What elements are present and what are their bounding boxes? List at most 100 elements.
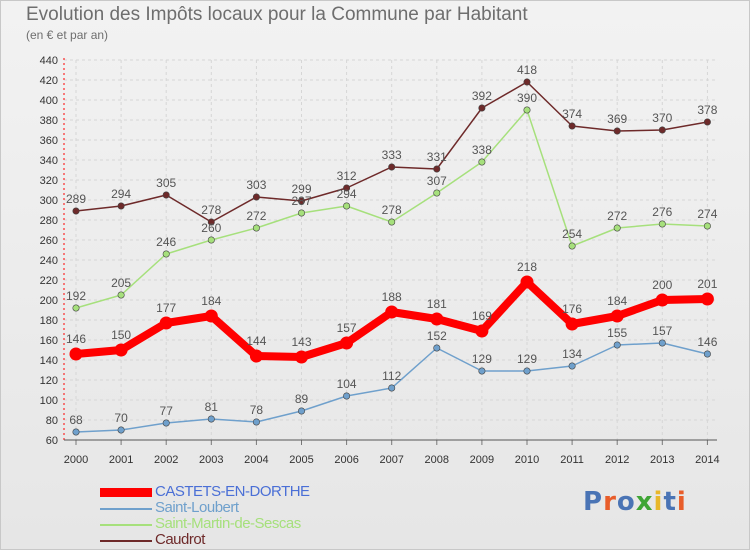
data-label: 303 [246, 178, 266, 192]
data-point [207, 236, 215, 244]
data-point [430, 312, 444, 326]
legend-label: Saint-Loubert [155, 499, 239, 516]
data-point [565, 317, 579, 331]
data-label: 331 [427, 150, 447, 164]
data-label: 177 [156, 301, 176, 315]
data-point [252, 193, 260, 201]
data-label: 144 [246, 334, 266, 348]
data-point [388, 218, 396, 226]
data-label: 112 [382, 369, 401, 383]
data-label: 278 [382, 203, 402, 217]
data-point [159, 316, 173, 330]
data-point [162, 419, 170, 427]
data-point [297, 407, 305, 415]
data-label: 246 [156, 235, 176, 249]
data-point [295, 350, 308, 364]
data-point [162, 191, 170, 199]
data-label: 378 [697, 103, 717, 117]
data-label: 260 [201, 221, 221, 235]
data-point [433, 344, 441, 352]
data-label: 333 [382, 148, 402, 162]
data-labels: 146 150 177 184 144 143 157 188 181 169 218 176 184 2… [66, 63, 718, 427]
data-point [72, 428, 80, 436]
data-point [204, 309, 218, 323]
data-point [613, 341, 621, 349]
data-point [207, 415, 215, 423]
data-label: 289 [66, 192, 86, 206]
data-label: 312 [337, 169, 357, 183]
data-label: 205 [111, 276, 131, 290]
data-label: 134 [562, 347, 582, 361]
data-label: 181 [427, 297, 447, 311]
x-tick-label: 2009 [470, 454, 494, 466]
data-label: 276 [652, 205, 672, 219]
data-label: 374 [562, 107, 582, 121]
logo-letter: t [663, 487, 677, 517]
logo-letter: r [603, 487, 617, 517]
data-label: 192 [66, 289, 86, 303]
data-point [568, 122, 576, 130]
x-tick-label: 2003 [199, 454, 223, 466]
data-point [610, 309, 624, 323]
y-tick-label: 280 [40, 215, 58, 227]
data-point [568, 242, 576, 250]
data-label: 294 [111, 187, 131, 201]
x-tick-label: 2005 [289, 454, 313, 466]
legend-label: CASTETS-EN-DORTHE [155, 483, 310, 500]
data-label: 184 [201, 294, 221, 308]
data-label: 338 [472, 143, 492, 157]
y-tick-label: 360 [40, 135, 58, 147]
data-label: 294 [337, 187, 357, 201]
data-point [568, 362, 576, 370]
data-label: 146 [66, 332, 86, 346]
data-point [162, 250, 170, 258]
data-point [703, 350, 711, 358]
logo-letter: o [616, 487, 636, 517]
data-point [523, 106, 531, 114]
data-point [69, 347, 83, 361]
data-point [433, 189, 441, 197]
data-point [117, 202, 125, 210]
data-point [385, 305, 399, 319]
data-label: 157 [652, 324, 672, 338]
data-point [523, 367, 531, 375]
data-point [655, 293, 669, 307]
y-tick-label: 260 [40, 235, 58, 247]
series-lines [69, 78, 714, 436]
data-label: 184 [607, 294, 627, 308]
data-label: 68 [69, 413, 83, 427]
data-point [117, 426, 125, 434]
data-point [249, 349, 263, 363]
data-point [658, 126, 666, 134]
x-tick-label: 2014 [695, 454, 719, 466]
y-tick-label: 160 [40, 335, 58, 347]
data-label: 278 [201, 203, 221, 217]
data-point [72, 304, 80, 312]
data-point [207, 218, 215, 226]
data-label: 143 [291, 335, 311, 349]
proxiti-logo: Proxiti [583, 487, 687, 517]
data-point [475, 324, 489, 338]
data-point [703, 118, 711, 126]
data-label: 274 [697, 207, 717, 221]
data-point [388, 163, 396, 171]
y-tick-label: 180 [40, 315, 58, 327]
data-label: 78 [250, 403, 264, 417]
y-tick-label: 120 [40, 375, 58, 387]
legend-label: Saint-Martin-de-Sescas [155, 515, 301, 532]
data-point [252, 418, 260, 426]
data-label: 254 [562, 227, 582, 241]
y-tick-label: 200 [40, 295, 58, 307]
data-label: 272 [246, 209, 266, 223]
data-point [658, 339, 666, 347]
data-label: 218 [517, 260, 537, 274]
data-label: 369 [607, 112, 627, 126]
data-label: 176 [562, 302, 582, 316]
logo-letter: x [635, 487, 654, 517]
y-tick-label: 220 [40, 275, 58, 287]
data-point [117, 291, 125, 299]
y-tick-label: 60 [46, 435, 58, 447]
y-tick-label: 380 [40, 115, 58, 127]
